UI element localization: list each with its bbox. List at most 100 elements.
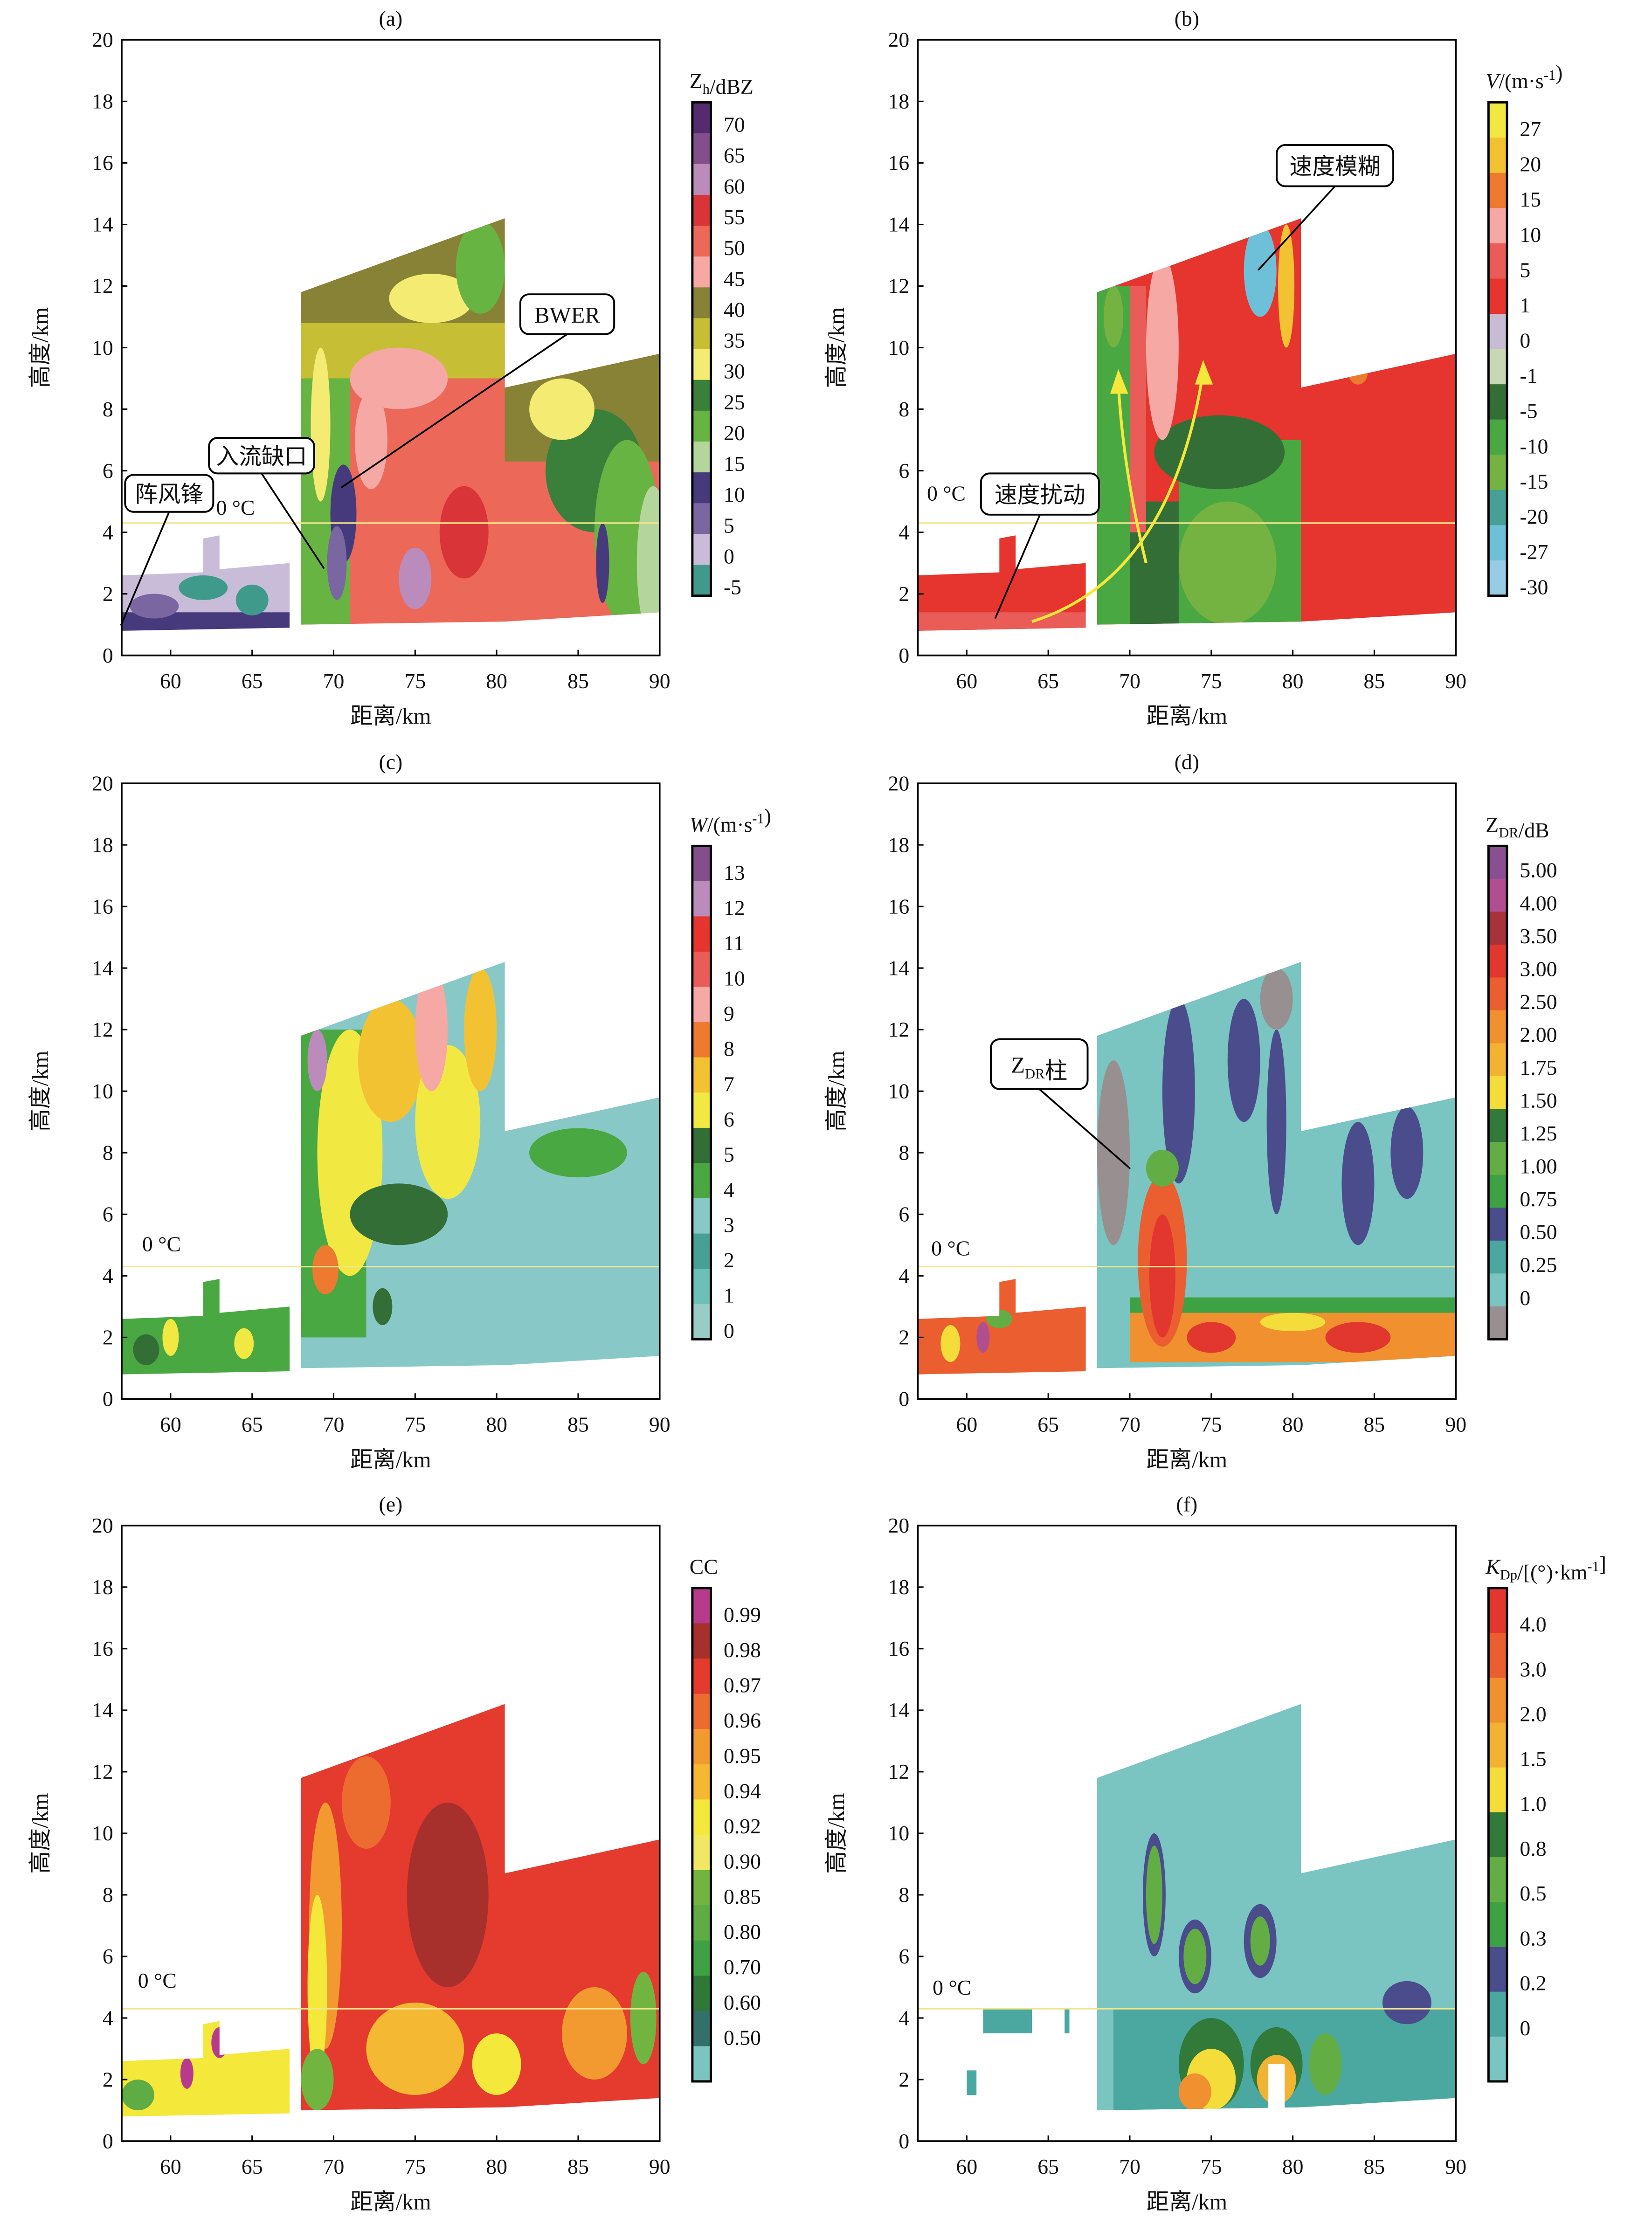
x-tick-label: 80 bbox=[1282, 1413, 1304, 1437]
field-base bbox=[918, 532, 1089, 631]
panel-a: 0 °C 60 65 70 75 80 85 90 0 2 4 6 8 10 12 14 16 18 20 距离/km… bbox=[28, 7, 753, 729]
colorbar-swatch bbox=[692, 133, 711, 165]
x-tick-label: 80 bbox=[1282, 669, 1304, 693]
x-tick-label: 80 bbox=[486, 1413, 507, 1437]
y-tick-label: 16 bbox=[888, 1637, 909, 1660]
field-contour bbox=[596, 523, 609, 603]
y-tick-label: 2 bbox=[899, 1326, 909, 1349]
field-contour bbox=[307, 1894, 327, 2080]
colorbar-tick-label: 2.00 bbox=[1520, 1023, 1557, 1046]
field-contour bbox=[1278, 224, 1295, 348]
y-tick-label: 0 bbox=[103, 2129, 113, 2153]
colorbar-swatch bbox=[692, 534, 711, 566]
x-tick-label: 90 bbox=[1445, 2155, 1466, 2178]
colorbar-tick-label: -15 bbox=[1520, 470, 1548, 493]
colorbar-tick-label: 0.25 bbox=[1520, 1253, 1557, 1277]
freezing-level-label: 0 °C bbox=[138, 1969, 177, 1992]
colorbar-tick-label: 0 bbox=[1520, 1286, 1530, 1310]
colorbar-tick-label: 1 bbox=[724, 1284, 734, 1307]
colorbar-swatch bbox=[1488, 102, 1507, 138]
y-axis-label: 高度/km bbox=[824, 1051, 849, 1132]
colorbar-tick-label: 3.00 bbox=[1520, 957, 1557, 981]
x-tick-label: 85 bbox=[1364, 1413, 1385, 1437]
annotation-pointer bbox=[1038, 1088, 1131, 1169]
y-axis-label: 高度/km bbox=[28, 1051, 53, 1132]
colorbar-swatch bbox=[1488, 1812, 1507, 1858]
colorbar-swatch bbox=[1488, 1947, 1507, 1992]
field-contour bbox=[1250, 1916, 1270, 1966]
colorbar-swatch bbox=[1488, 1857, 1507, 1903]
panel-label: (d) bbox=[1175, 750, 1199, 774]
panel-e: 0 °C 60 65 70 75 80 85 90 0 2 4 6 8 10 12 14 16 18 20 距离/km… bbox=[28, 1492, 761, 2214]
field-contour bbox=[121, 2080, 154, 2111]
annotation-label: BWER bbox=[534, 303, 600, 328]
field-contour bbox=[1309, 2033, 1342, 2095]
colorbar-tick-label: 5 bbox=[724, 1142, 734, 1166]
colorbar-swatch bbox=[692, 1764, 711, 1800]
field-contour bbox=[464, 968, 497, 1092]
y-tick-label: 6 bbox=[103, 1944, 113, 1968]
y-tick-label: 10 bbox=[92, 1079, 113, 1103]
y-tick-label: 18 bbox=[92, 90, 113, 113]
x-axis-label: 距离/km bbox=[350, 2189, 431, 2214]
annotation-pointer bbox=[261, 473, 325, 569]
colorbar-tick-label: 11 bbox=[724, 931, 744, 955]
y-tick-label: 0 bbox=[899, 1387, 909, 1411]
colorbar-tick-label: 0.92 bbox=[724, 1814, 761, 1838]
x-axis-label: 距离/km bbox=[1147, 2189, 1227, 2214]
arrow-head-icon bbox=[1195, 359, 1213, 385]
field-contour bbox=[1146, 255, 1179, 440]
annotation-label: 速度模糊 bbox=[1290, 154, 1381, 180]
y-tick-label: 10 bbox=[888, 336, 909, 359]
colorbar-tick-label: 0.95 bbox=[724, 1744, 761, 1768]
y-tick-label: 0 bbox=[103, 1387, 113, 1411]
colorbar-swatch bbox=[692, 380, 711, 411]
field-contour bbox=[967, 2070, 977, 2095]
field-contour bbox=[976, 1322, 990, 1353]
colorbar-swatch bbox=[692, 226, 711, 257]
colorbar-tick-label: 0.2 bbox=[1520, 1971, 1546, 1995]
x-tick-label: 85 bbox=[567, 669, 589, 693]
annotation-pointer bbox=[340, 333, 568, 489]
colorbar-swatch bbox=[692, 1729, 711, 1765]
colorbar-swatch bbox=[1488, 1208, 1507, 1241]
colorbar-swatch bbox=[1488, 1010, 1507, 1044]
y-tick-label: 2 bbox=[103, 582, 113, 606]
x-tick-label: 80 bbox=[486, 669, 507, 693]
colorbar-tick-label: 0.8 bbox=[1520, 1837, 1546, 1860]
colorbar-frame bbox=[691, 101, 712, 597]
colorbar-swatch bbox=[1488, 2036, 1507, 2082]
x-tick-label: 60 bbox=[956, 2155, 977, 2178]
colorbar-swatch bbox=[1488, 1902, 1507, 1948]
colorbar-tick-label: 0.70 bbox=[724, 1955, 761, 1979]
x-axis-label: 距离/km bbox=[350, 704, 431, 729]
field-contour bbox=[1064, 2009, 1070, 2034]
colorbar-tick-label: 2.0 bbox=[1520, 1702, 1546, 1726]
y-tick-label: 0 bbox=[899, 643, 909, 667]
annotation-box bbox=[519, 293, 615, 335]
x-tick-label: 60 bbox=[956, 1413, 977, 1437]
y-tick-label: 12 bbox=[888, 274, 909, 298]
colorbar-tick-label: 13 bbox=[724, 861, 745, 884]
colorbar-title: W/(m·s-1) bbox=[690, 804, 771, 836]
field-contour bbox=[1178, 2073, 1211, 2111]
echo-field bbox=[918, 961, 1456, 1375]
x-tick-label: 70 bbox=[1119, 2155, 1141, 2178]
x-axis-label: 距离/km bbox=[1147, 704, 1227, 729]
field-contour bbox=[1266, 1030, 1286, 1215]
x-tick-label: 75 bbox=[1201, 2155, 1222, 2178]
x-tick-label: 85 bbox=[567, 2155, 589, 2178]
annotation-box bbox=[208, 437, 315, 475]
field-contour bbox=[1162, 999, 1195, 1184]
y-tick-label: 10 bbox=[888, 1079, 909, 1103]
colorbar-tick-label: 27 bbox=[1520, 117, 1541, 141]
updraft-arrow bbox=[1031, 372, 1205, 623]
colorbar-tick-label: 9 bbox=[724, 1002, 734, 1025]
x-tick-label: 60 bbox=[956, 669, 977, 693]
x-tick-label: 80 bbox=[1282, 2155, 1304, 2178]
colorbar-tick-label: 0.96 bbox=[724, 1708, 761, 1732]
x-tick-label: 65 bbox=[1037, 1413, 1059, 1437]
y-tick-label: 4 bbox=[899, 1264, 909, 1288]
colorbar-tick-label: 0.85 bbox=[724, 1885, 761, 1908]
colorbar-title: Zh/dBZ bbox=[690, 69, 753, 98]
